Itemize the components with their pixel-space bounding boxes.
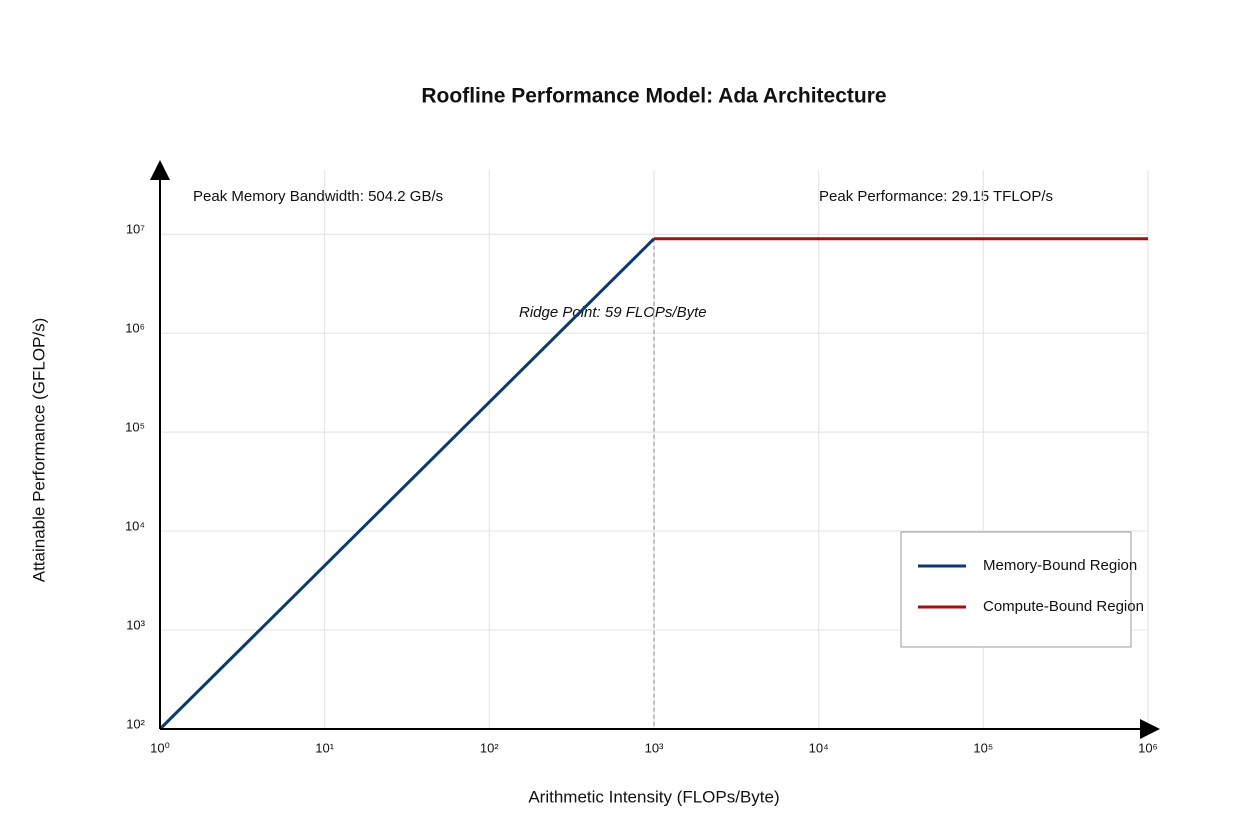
x-tick-label: 10² [480,740,499,755]
x-tick-label: 10⁴ [809,740,829,755]
y-tick-label: 10⁴ [125,519,145,534]
grid: 10⁰ 10¹ 10² 10³ 10⁴ 10⁵ 10⁶ 10² 10³ 10⁴ 10⁵ 10⁶ 10⁷ [125,170,1158,755]
x-tick-label: 10⁵ [973,740,993,755]
annotation: Peak Performance: 29.15 TFLOP/s [819,188,1053,205]
legend-label: Memory-Bound Region [983,557,1137,574]
annotation: Ridge Point: 59 FLOPs/Byte [519,304,707,321]
chart-title: Roofline Performance Model: Ada Architec… [421,85,886,108]
y-tick-label: 10³ [126,617,145,632]
annotation: Peak Memory Bandwidth: 504.2 GB/s [193,188,443,205]
y-tick-label: 10⁶ [125,321,145,336]
x-tick-label: 10¹ [315,740,334,755]
plot [158,237,1148,731]
x-tick-label: 10³ [645,740,664,755]
y-tick-label: 10⁵ [125,420,145,435]
x-axis-arrow [1140,719,1160,739]
y-tick-label: 10⁷ [126,222,145,237]
legend-label: Compute-Bound Region [983,598,1144,615]
legend: Memory-Bound Region Compute-Bound Region [918,557,1144,615]
y-axis-title: Attainable Performance (GFLOP/s) [29,318,48,583]
series-line [158,237,656,731]
y-axis-arrow [150,160,170,180]
y-tick-label: 10² [126,716,145,731]
x-tick-label: 10⁶ [1138,740,1158,755]
x-axis-title: Arithmetic Intensity (FLOPs/Byte) [528,787,779,806]
x-tick-label: 10⁰ [150,740,170,755]
legend-box [900,531,1132,648]
